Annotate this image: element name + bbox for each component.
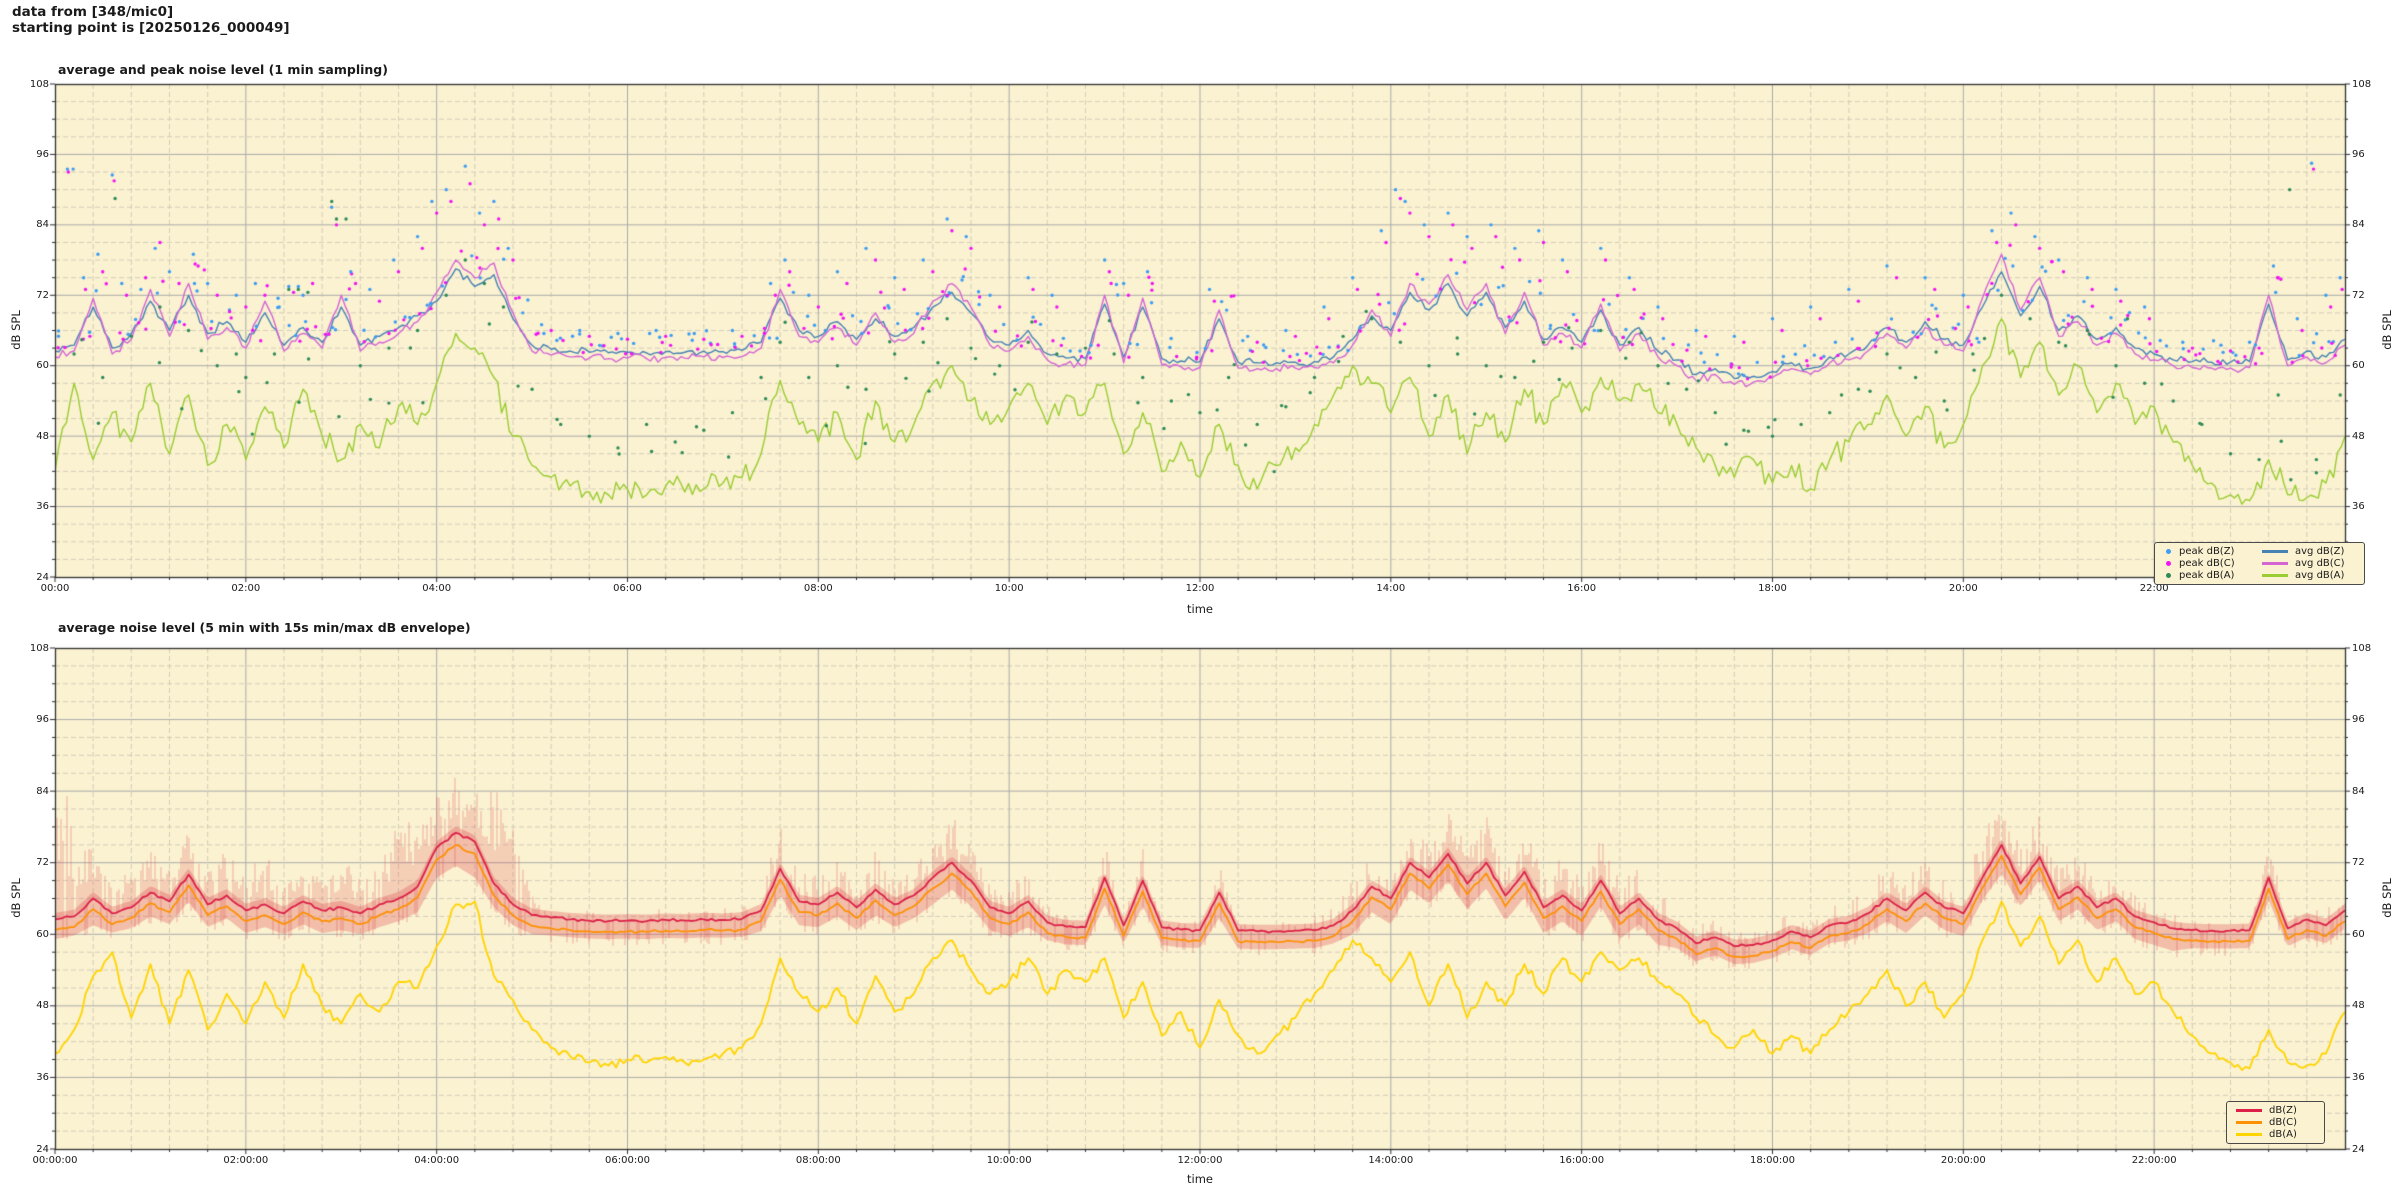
x-tick-label: 22:00 <box>2139 583 2169 594</box>
y-tick-label: 36 <box>2352 501 2365 513</box>
legend-entry-label: dB(C) <box>2269 1117 2297 1128</box>
y-tick-label: 36 <box>36 501 49 513</box>
legend-entry-label: dB(A) <box>2269 1129 2297 1140</box>
x-tick-label: 14:00 <box>1376 583 1406 594</box>
legend-line-marker <box>2262 550 2288 553</box>
x-tick-label: 14:00:00 <box>1368 1155 1414 1166</box>
y-tick-label: 108 <box>29 642 49 654</box>
x-tick-label: 18:00 <box>1758 583 1787 594</box>
y-tick-label: 48 <box>36 430 49 442</box>
legend-entry-label: peak dB(Z) <box>2179 546 2235 557</box>
x-tick-label: 04:00:00 <box>414 1155 460 1166</box>
x-tick-label: 10:00:00 <box>986 1155 1032 1166</box>
y-tick-label: 48 <box>36 1000 49 1012</box>
y-tick-label: 84 <box>36 219 49 231</box>
legend-entry-label: peak dB(C) <box>2179 558 2235 569</box>
y-tick-label: 60 <box>36 360 49 372</box>
y-tick-label: 96 <box>36 714 49 726</box>
y-tick-label: 36 <box>2352 1071 2365 1083</box>
legend-entry-label: avg dB(Z) <box>2295 546 2345 557</box>
legend-line-marker <box>2262 574 2288 577</box>
x-tick-label: 16:00:00 <box>1559 1155 1605 1166</box>
x-tick-label: 18:00:00 <box>1750 1155 1795 1166</box>
x-tick-label: 20:00 <box>1948 583 1978 594</box>
y-tick-label: 96 <box>2352 148 2365 160</box>
y-tick-label: 84 <box>2352 219 2365 231</box>
x-tick-label: 22:00:00 <box>2131 1155 2177 1166</box>
x-tick-label: 16:00 <box>1567 583 1597 594</box>
y-tick-label: 60 <box>2352 360 2365 372</box>
x-tick-label: 20:00:00 <box>1940 1155 1986 1166</box>
y-tick-label: 108 <box>2352 78 2372 90</box>
chart2-title: average noise level (5 min with 15s min/… <box>58 620 471 635</box>
y-tick-label: 72 <box>2352 857 2365 869</box>
chart2-ylabel-right: dB SPL <box>2380 878 2394 918</box>
legend-dot-marker <box>2165 561 2171 566</box>
legend-entry-label: peak dB(A) <box>2179 570 2235 581</box>
y-tick-label: 84 <box>2352 785 2365 797</box>
chart2-legend: dB(Z) dB(C) dB(A) <box>2226 1101 2325 1144</box>
chart1-ylabel-right: dB SPL <box>2380 310 2394 350</box>
legend-line-marker <box>2236 1121 2262 1124</box>
y-tick-label: 48 <box>2352 1000 2365 1012</box>
legend-entry-label: avg dB(A) <box>2295 570 2345 581</box>
x-tick-label: 12:00 <box>1185 583 1215 594</box>
y-tick-label: 24 <box>36 1143 49 1155</box>
chart2-xlabel: time <box>1187 1172 1213 1186</box>
legend-line-marker <box>2236 1109 2262 1112</box>
legend-entry-label: dB(Z) <box>2269 1105 2297 1116</box>
y-tick-label: 60 <box>2352 928 2365 940</box>
y-tick-label: 72 <box>36 857 49 869</box>
legend-line-marker <box>2236 1133 2262 1136</box>
x-tick-label: 02:00:00 <box>223 1155 269 1166</box>
x-tick-label: 00:00 <box>40 583 70 594</box>
chart2-ylabel-left: dB SPL <box>9 878 23 918</box>
x-tick-label: 00:00:00 <box>32 1155 78 1166</box>
legend-entry-label: avg dB(C) <box>2295 558 2345 569</box>
y-tick-label: 72 <box>36 289 49 301</box>
header-line-2: starting point is [20250126_000049] <box>12 20 290 36</box>
x-tick-label: 06:00:00 <box>605 1155 650 1166</box>
y-tick-label: 24 <box>2352 1143 2365 1155</box>
legend-dot-marker <box>2165 573 2171 578</box>
chart1-legend: peak dB(Z) avg dB(Z) peak dB(C) avg dB(C) pe… <box>2154 542 2365 585</box>
header-line-1: data from [348/mic0] <box>12 4 174 20</box>
x-tick-label: 08:00:00 <box>795 1155 841 1166</box>
x-tick-label: 04:00 <box>422 583 452 594</box>
y-tick-label: 72 <box>2352 289 2365 301</box>
legend-line-marker <box>2262 562 2288 565</box>
y-tick-label: 96 <box>2352 714 2365 726</box>
y-tick-label: 84 <box>36 785 49 797</box>
x-tick-label: 06:00 <box>613 583 642 594</box>
y-tick-label: 108 <box>2352 642 2372 654</box>
y-tick-label: 108 <box>29 78 49 90</box>
y-tick-label: 24 <box>36 571 49 583</box>
chart1-xlabel: time <box>1187 602 1213 616</box>
legend-dot-marker <box>2165 549 2171 554</box>
y-tick-label: 96 <box>36 148 49 160</box>
y-tick-label: 48 <box>2352 430 2365 442</box>
chart1-ylabel-left: dB SPL <box>9 310 23 350</box>
x-tick-label: 12:00:00 <box>1177 1155 1223 1166</box>
chart1-title: average and peak noise level (1 min samp… <box>58 62 388 77</box>
x-tick-label: 08:00 <box>803 583 833 594</box>
x-tick-label: 10:00 <box>994 583 1024 594</box>
x-tick-label: 02:00 <box>231 583 261 594</box>
y-tick-label: 36 <box>36 1071 49 1083</box>
y-tick-label: 60 <box>36 928 49 940</box>
